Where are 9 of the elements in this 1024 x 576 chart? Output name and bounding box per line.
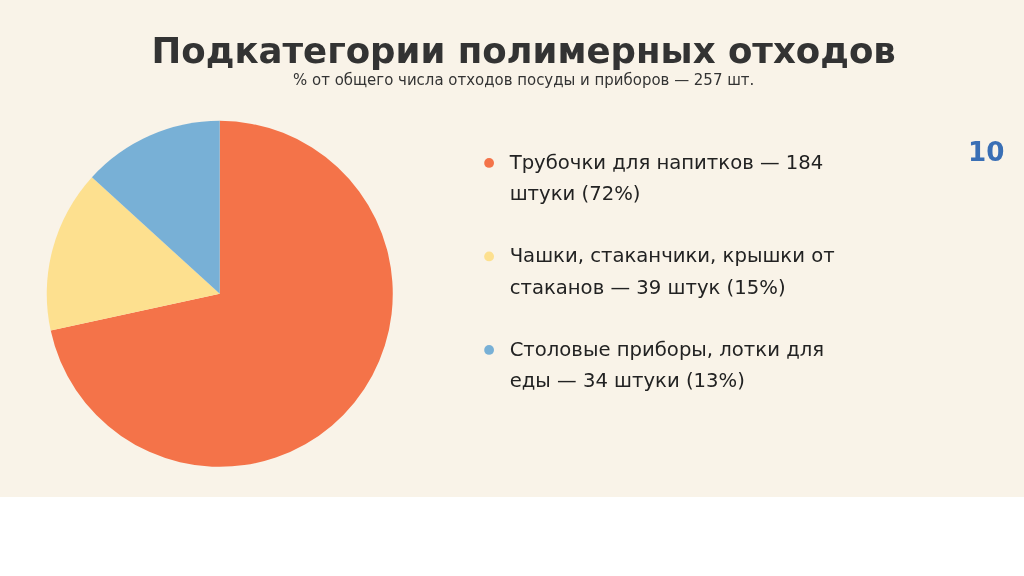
pie-slice	[50, 120, 393, 467]
legend-label: Трубочки для напитков — 184 штуки (72%)	[508, 150, 824, 206]
text: 10	[967, 137, 1005, 168]
legend-label: Чашки, стаканчики, крышки от стаканов — 39 штук (15%)	[509, 244, 835, 299]
chart-subtitle: % от общего числа отходов посуды и приборов — 257 шт.	[293, 71, 755, 90]
legend-label: Столовые приборы, лотки для еды — 34 штуки (13%)	[509, 337, 825, 393]
pie-slice	[91, 120, 220, 294]
chart-title: Подкатегории полимерных отходов	[151, 29, 896, 71]
pie-slice	[46, 177, 220, 331]
